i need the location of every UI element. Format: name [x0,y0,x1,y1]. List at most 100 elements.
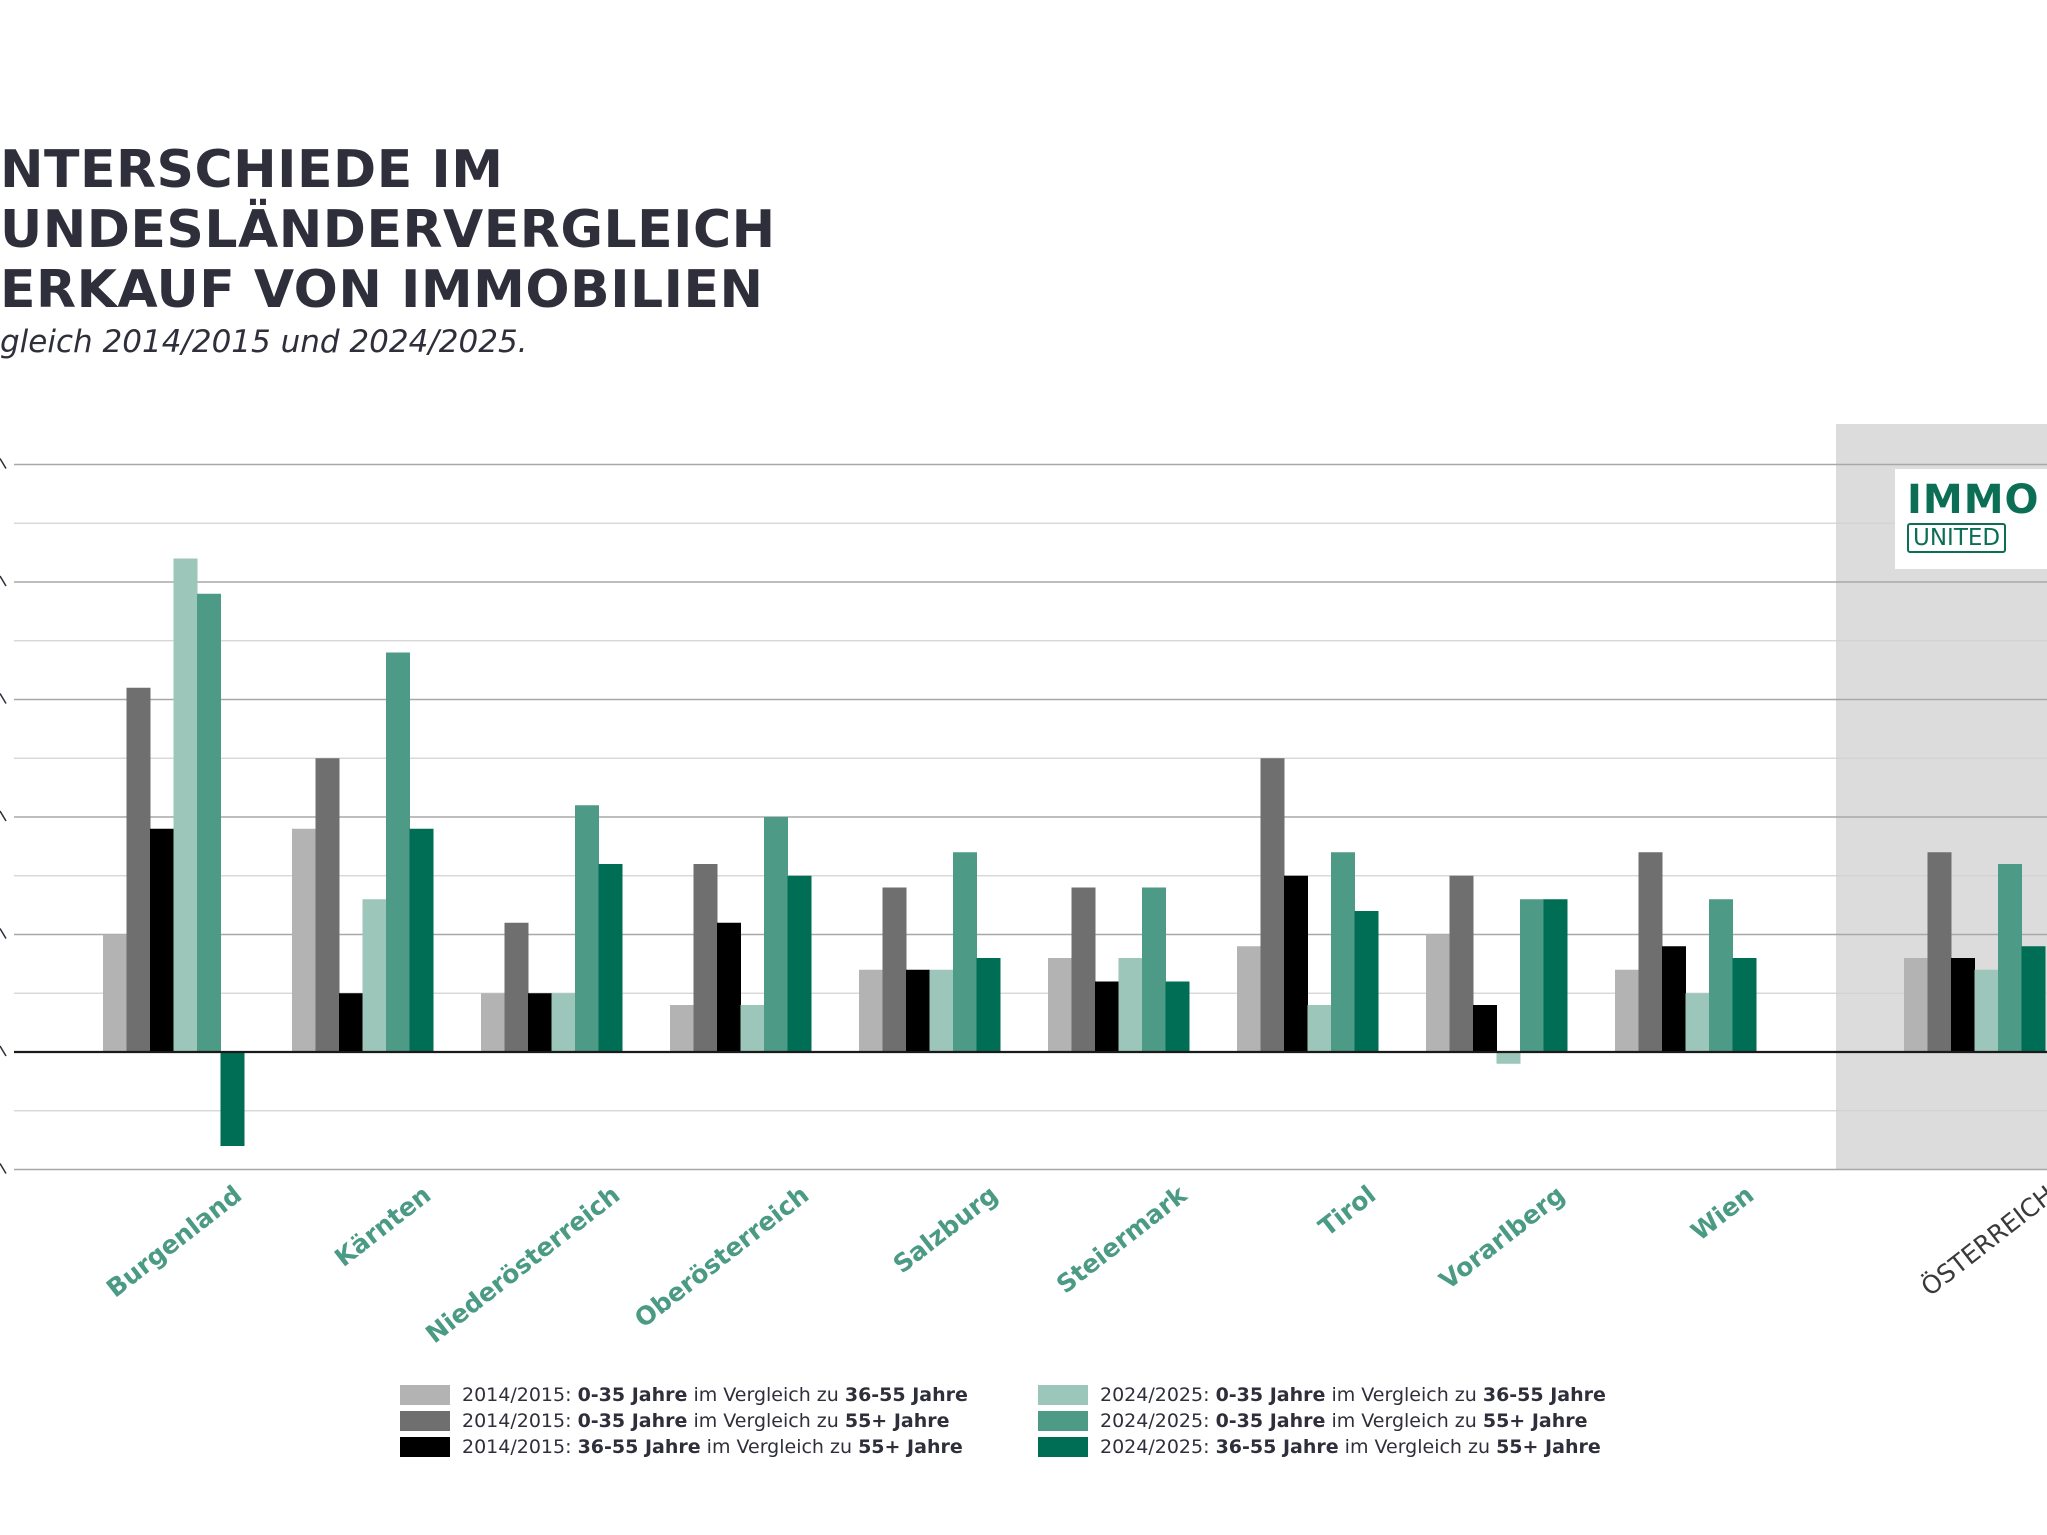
bar-2-8 [1638,852,1663,1052]
bar-6-3 [787,875,812,1052]
legend-item-2: 2014/2015: 0-35 Jahre im Vergleich zu 55… [400,1408,968,1433]
legend-column-left: 2014/2015: 0-35 Jahre im Vergleich zu 36… [400,1382,968,1460]
bar-2-3 [693,864,718,1052]
bar-3-3 [717,922,741,1052]
bar-4-4 [929,969,954,1052]
chart-title-block: NTERSCHIEDE IM UNDESLÄNDERVERGLEICH ERKA… [0,140,1000,360]
legend-label-1: 2014/2015: 0-35 Jahre im Vergleich zu 36… [462,1383,968,1406]
legend-label-4: 2024/2025: 0-35 Jahre im Vergleich zu 36… [1100,1383,1606,1406]
bar-2-9 [1927,852,1952,1052]
bar-1-8 [1615,969,1639,1052]
x-tick-label-7: Vorarlberg [1434,1180,1570,1295]
legend-item-3: 2014/2015: 36-55 Jahre im Vergleich zu 5… [400,1434,968,1459]
immo-united-logo: IMMO UNITED [1895,469,2047,569]
legend-swatch-6 [1038,1436,1088,1457]
y-tick-mark [0,928,7,939]
legend-swatch-2 [400,1410,450,1431]
bar-4-1 [362,899,387,1052]
bar-3-9 [1951,958,1975,1052]
logo-text-top: IMMO [1907,477,2040,523]
legend-swatch-5 [1038,1410,1088,1431]
bar-6-5 [1165,981,1190,1052]
bar-5-3 [764,817,788,1052]
legend-label-6: 2024/2025: 36-55 Jahre im Vergleich zu 5… [1100,1435,1601,1458]
chart-subtitle: gleich 2014/2015 und 2024/2025. [0,324,528,360]
y-tick-mark [0,1163,7,1174]
legend-column-right: 2024/2025: 0-35 Jahre im Vergleich zu 36… [1038,1382,1606,1460]
y-tick-mark [0,693,7,704]
y-tick-mark [0,458,7,469]
bar-3-1 [339,993,363,1052]
bar-3-5 [1095,981,1119,1052]
y-tick-mark [0,575,7,587]
legend-label-2: 2014/2015: 0-35 Jahre im Vergleich zu 55… [462,1409,950,1432]
bar-5-2 [575,805,599,1052]
legend-item-1: 2014/2015: 0-35 Jahre im Vergleich zu 36… [400,1382,968,1407]
x-tick-label-5: Steiermark [1051,1179,1193,1299]
bar-6-2 [598,864,623,1052]
bar-1-1 [292,828,316,1052]
x-tick-label-6: Tirol [1313,1180,1381,1242]
bar-2-7 [1449,875,1474,1052]
bar-2-2 [504,922,529,1052]
bar-1-4 [859,969,883,1052]
bar-5-1 [386,652,410,1052]
bar-4-5 [1118,958,1143,1052]
bar-4-6 [1307,1005,1332,1052]
bar-2-1 [315,758,340,1052]
x-tick-label-4: Salzburg [888,1180,1004,1279]
legend-label-3: 2014/2015: 36-55 Jahre im Vergleich zu 5… [462,1435,963,1458]
bar-2-5 [1071,887,1096,1052]
bar-4-9 [1974,969,1999,1052]
bar-6-8 [1732,958,1757,1052]
bar-1-7 [1426,934,1450,1052]
legend-item-6: 2024/2025: 36-55 Jahre im Vergleich zu 5… [1038,1434,1606,1459]
bar-4-2 [551,993,576,1052]
bar-5-9 [1998,864,2022,1052]
chart-title-line-2: UNDESLÄNDERVERGLEICH [0,200,776,260]
bar-1-0 [103,934,127,1052]
legend-swatch-3 [400,1436,450,1457]
bar-4-7 [1496,1052,1521,1064]
bar-3-2 [528,993,552,1052]
bar-6-1 [409,828,434,1052]
legend-item-5: 2024/2025: 0-35 Jahre im Vergleich zu 55… [1038,1408,1606,1433]
bar-4-3 [740,1005,765,1052]
bar-3-4 [906,969,930,1052]
bar-1-2 [481,993,505,1052]
logo-text-bottom: UNITED [1907,523,2007,553]
x-tick-label-9: ÖSTERREICH [1916,1180,2047,1302]
bar-5-6 [1331,852,1355,1052]
bar-3-8 [1662,946,1686,1052]
bar-1-9 [1904,958,1928,1052]
bar-2-6 [1260,758,1285,1052]
y-tick-mark [0,1045,7,1057]
bar-5-4 [953,852,977,1052]
x-tick-label-2: Niederösterreich [420,1180,625,1349]
bar-5-8 [1709,899,1733,1052]
bar-6-9 [2021,946,2046,1052]
bar-6-6 [1354,911,1379,1052]
bar-5-5 [1142,887,1166,1052]
legend-item-4: 2024/2025: 0-35 Jahre im Vergleich zu 36… [1038,1382,1606,1407]
bar-2-0 [126,687,151,1052]
legend-swatch-1 [400,1384,450,1405]
chart-title-line-1: NTERSCHIEDE IM [0,140,504,200]
bar-4-0 [173,558,198,1052]
legend-swatch-4 [1038,1384,1088,1405]
y-tick-mark [0,810,7,822]
bar-1-6 [1237,946,1261,1052]
chart-title-line-3: ERKAUF VON IMMOBILIEN [0,260,764,320]
x-tick-label-0: Burgenland [101,1180,247,1303]
bar-6-7 [1543,899,1568,1052]
bar-1-3 [670,1005,694,1052]
bar-6-0 [220,1052,245,1146]
bar-4-8 [1685,993,1710,1052]
bar-3-6 [1284,875,1308,1052]
bar-2-4 [882,887,907,1052]
x-tick-label-3: Oberösterreich [629,1180,814,1333]
bar-3-0 [150,828,174,1052]
bar-3-7 [1473,1005,1497,1052]
bar-5-7 [1520,899,1544,1052]
